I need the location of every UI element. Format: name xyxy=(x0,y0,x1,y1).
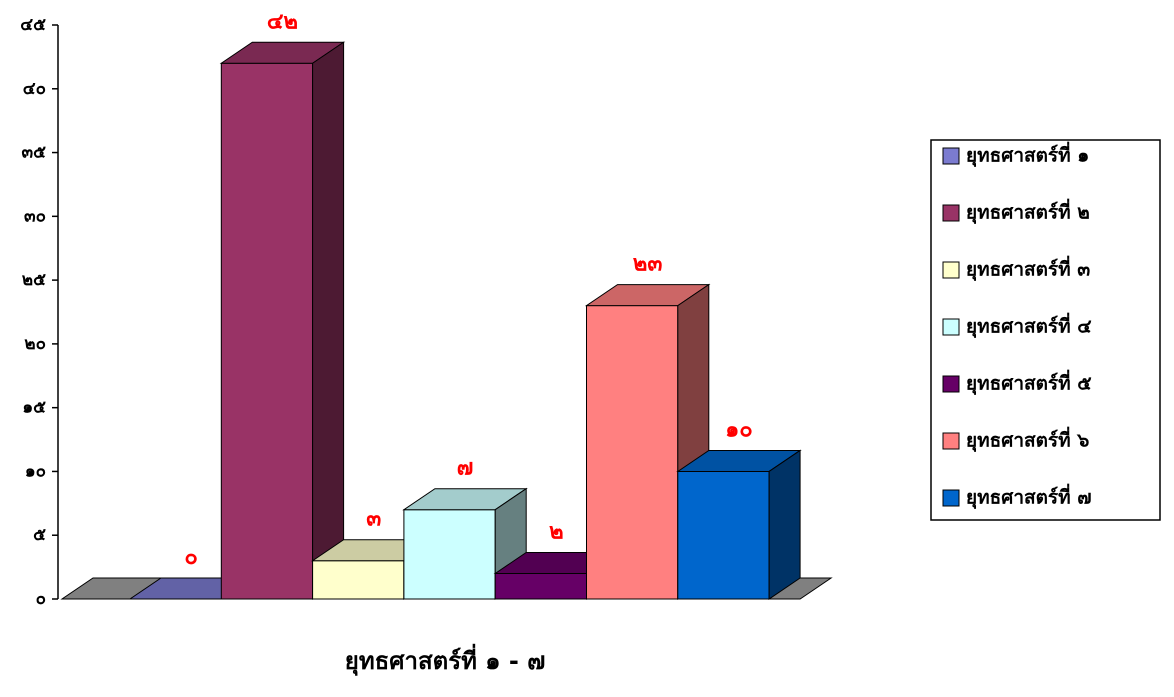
y-tick-label: ๑๐ xyxy=(25,461,46,481)
bar-side xyxy=(768,449,801,600)
y-tick-label: ๓๕ xyxy=(22,143,47,163)
data-label: ๑๐ xyxy=(725,417,752,442)
bar xyxy=(220,62,314,600)
bar xyxy=(677,470,770,600)
data-label: ๔๒ xyxy=(267,9,298,34)
data-label: ๐ xyxy=(184,545,197,570)
legend-label: ยุทธศาสตร์ที่ ๗ xyxy=(966,484,1092,510)
y-tick-label: ๒๕ xyxy=(22,270,46,290)
legend-label: ยุทธศาสตร์ที่ ๓ xyxy=(966,256,1090,282)
data-label: ๒๓ xyxy=(633,252,663,277)
legend-swatch xyxy=(942,489,960,507)
bar-side xyxy=(312,41,345,600)
legend-label: ยุทธศาสตร์ที่ ๒ xyxy=(966,199,1090,225)
legend-label: ยุทธศาสตร์ที่ ๖ xyxy=(966,427,1089,453)
bar xyxy=(403,509,496,600)
legend-label: ยุทธศาสตร์ที่ ๕ xyxy=(966,370,1092,396)
legend-swatch xyxy=(942,375,960,393)
y-tick-label: ๐ xyxy=(36,589,46,609)
data-label: ๓ xyxy=(366,507,381,532)
y-tick-label: ๑๕ xyxy=(22,398,46,418)
y-tick-label: ๒๐ xyxy=(24,334,46,354)
legend-swatch xyxy=(942,204,960,222)
legend-swatch xyxy=(942,432,960,450)
legend-box xyxy=(930,139,1161,521)
bar xyxy=(312,560,405,600)
legend-swatch xyxy=(942,261,960,279)
bar xyxy=(494,572,588,600)
legend-swatch xyxy=(942,318,960,336)
y-tick-label: ๔๕ xyxy=(20,15,46,35)
legend-label: ยุทธศาสตร์ที่ ๑ xyxy=(966,142,1089,168)
legend-label: ยุทธศาสตร์ที่ ๔ xyxy=(966,313,1092,339)
bar xyxy=(586,305,679,600)
y-tick-label: ๓๐ xyxy=(24,206,46,226)
data-label: ๗ xyxy=(457,456,474,481)
y-tick-label: ๕ xyxy=(33,525,46,545)
legend-swatch xyxy=(942,147,960,165)
x-axis-label: ยุทธศาสตร์ที่ ๑ - ๗ xyxy=(345,643,546,677)
y-tick-label: ๔๐ xyxy=(23,79,46,99)
data-label: ๒ xyxy=(549,519,564,544)
